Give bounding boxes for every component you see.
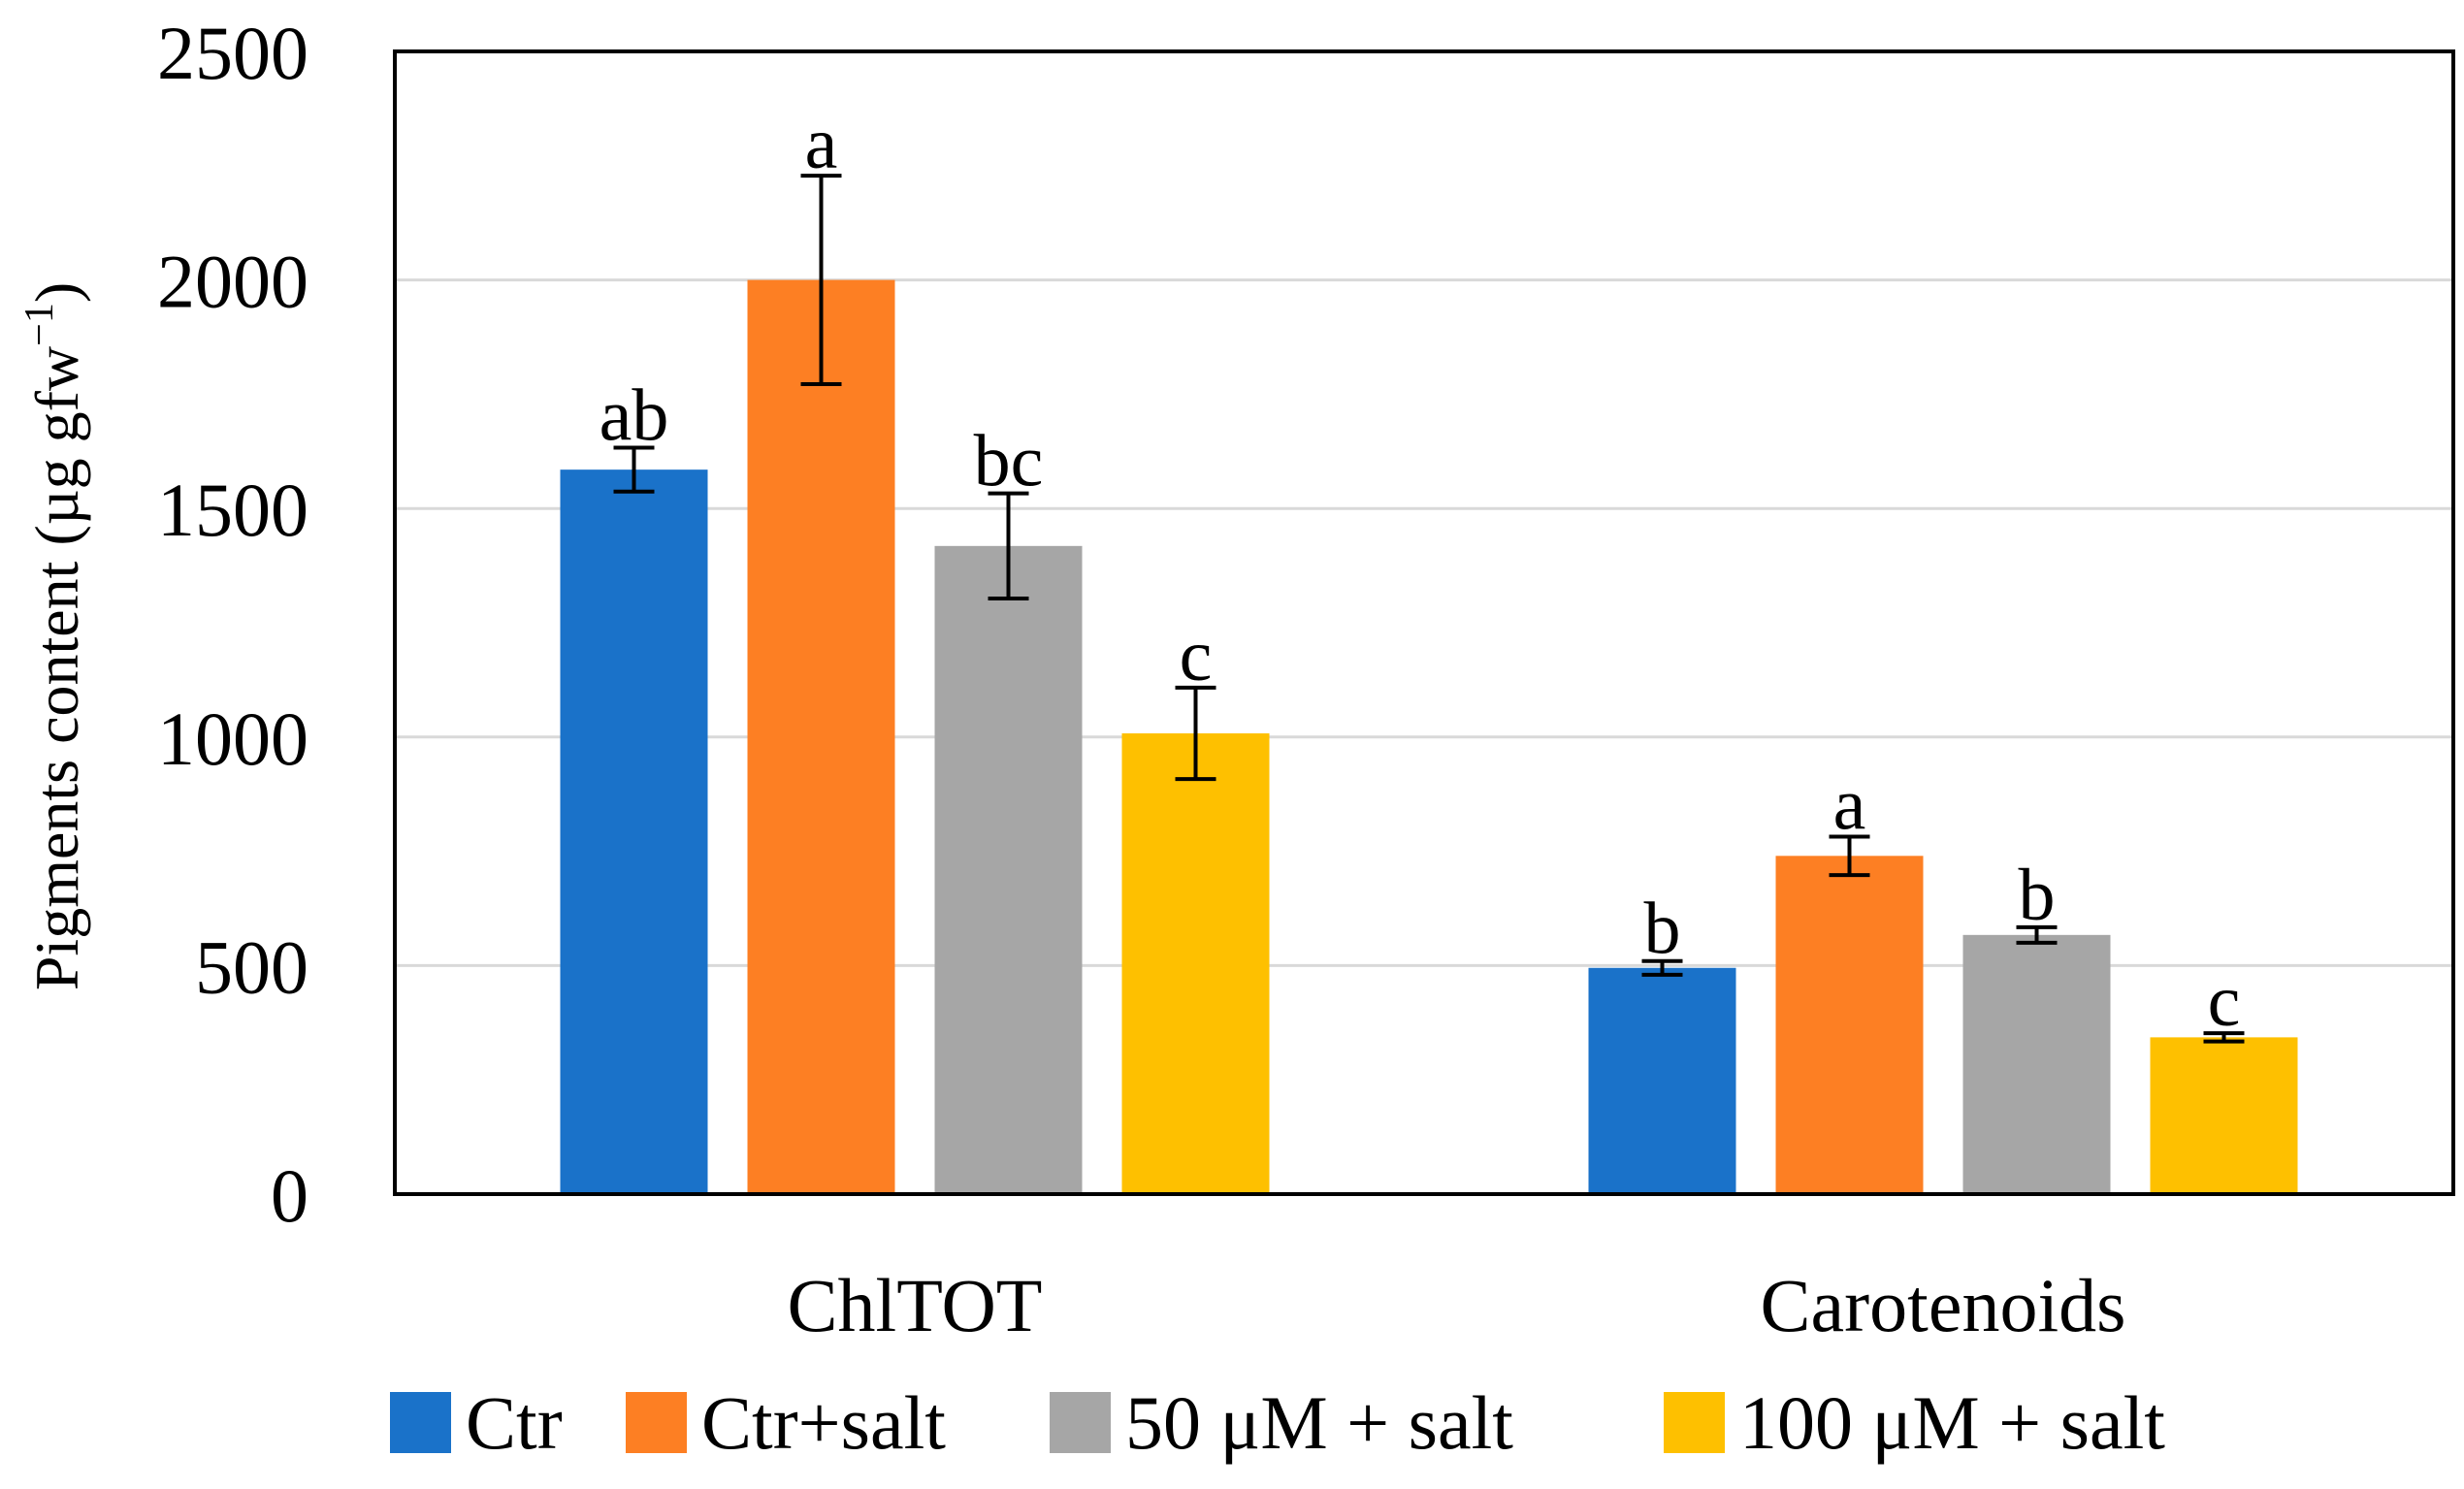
legend-item-4: 100 μM + salt — [1664, 1380, 2165, 1465]
error-bar-carotenoids-3 — [2016, 924, 2058, 945]
letter-carotenoids-4: c — [2208, 960, 2241, 1042]
legend-item-1: Ctr — [390, 1380, 563, 1465]
error-bar-chltot-2 — [800, 174, 842, 387]
letter-chltot-2: a — [805, 103, 838, 184]
legend-swatch — [390, 1392, 451, 1453]
error-bar-carotenoids-1 — [1641, 958, 1683, 977]
y-tick-label-2000: 2000 — [157, 240, 308, 324]
bar-chltot-3 — [934, 545, 1083, 1194]
bars — [560, 279, 2298, 1195]
letter-chltot-4: c — [1180, 615, 1213, 696]
letter-carotenoids-3: b — [2019, 855, 2056, 936]
letter-carotenoids-2: a — [1833, 764, 1866, 846]
x-category-label-carotenoids: Carotenoids — [1761, 1263, 2126, 1347]
x-axis-categories: ChlTOT Carotenoids — [788, 1263, 2126, 1347]
bar-carotenoids-4 — [2150, 1037, 2298, 1194]
y-axis-title-superscript: −1 — [17, 303, 62, 346]
letter-carotenoids-1: b — [1644, 889, 1681, 970]
y-tick-label-1500: 1500 — [157, 468, 308, 552]
y-tick-label-1000: 1000 — [157, 696, 308, 781]
legend-label: 100 μM + salt — [1739, 1380, 2165, 1465]
plot-frame — [393, 49, 2455, 1196]
y-axis-title-main: Pigments content (µg gfw — [22, 346, 91, 990]
legend-swatch — [1050, 1392, 1111, 1453]
y-tick-label-2500: 2500 — [157, 11, 308, 95]
legend: Ctr Ctr+salt 50 μM + salt 100 μM + salt — [390, 1380, 2165, 1465]
letter-chltot-3: bc — [974, 421, 1044, 502]
bar-carotenoids-2 — [1775, 856, 1924, 1194]
error-bar-carotenoids-4 — [2203, 1031, 2245, 1044]
error-bars — [613, 174, 2245, 1044]
y-tick-label-500: 500 — [195, 924, 308, 1009]
legend-item-3: 50 μM + salt — [1050, 1380, 1513, 1465]
bar-chltot-4 — [1121, 733, 1270, 1194]
bar-chltot-2 — [747, 279, 895, 1195]
bar-carotenoids-3 — [1962, 934, 2111, 1194]
legend-item-2: Ctr+salt — [626, 1380, 946, 1465]
y-axis-ticks: 0 500 1000 1500 2000 2500 — [157, 11, 308, 1238]
legend-swatch — [626, 1392, 687, 1453]
error-bar-carotenoids-2 — [1829, 834, 1870, 878]
y-tick-label-0: 0 — [271, 1153, 308, 1238]
y-axis-title-close: ) — [22, 282, 91, 303]
bar-chltot-1 — [560, 469, 708, 1194]
legend-label: 50 μM + salt — [1125, 1380, 1513, 1465]
legend-label: Ctr+salt — [701, 1380, 946, 1465]
error-bar-chltot-3 — [988, 491, 1029, 601]
x-category-label-chltot: ChlTOT — [788, 1263, 1043, 1347]
error-bar-chltot-4 — [1175, 685, 1216, 782]
letter-chltot-1: ab — [600, 375, 669, 457]
bar-carotenoids-1 — [1588, 967, 1736, 1194]
error-bar-chltot-1 — [613, 445, 655, 494]
y-axis-title: Pigments content (µg gfw−1) — [17, 282, 91, 990]
legend-label: Ctr — [466, 1380, 563, 1465]
legend-swatch — [1664, 1392, 1725, 1453]
